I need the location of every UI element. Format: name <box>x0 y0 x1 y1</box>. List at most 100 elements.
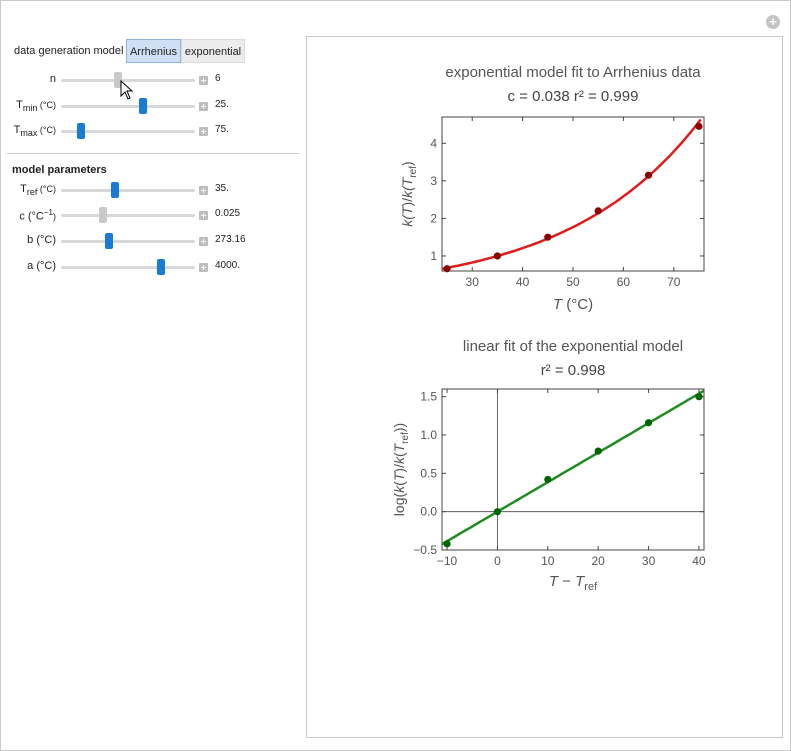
slider-label-n: n <box>10 73 56 85</box>
slider-track-a[interactable] <box>61 266 195 269</box>
x-axis-var: T <box>549 573 560 590</box>
y-tick-label: −0.5 <box>413 543 437 557</box>
tab-arrhenius[interactable]: Arrhenius <box>126 39 181 63</box>
slider-label-sub: ref <box>26 187 38 198</box>
slider-thumb-a[interactable] <box>156 259 165 275</box>
x-axis-sub: ref <box>584 581 598 593</box>
expand-tref-icon[interactable] <box>199 186 208 195</box>
x-tick-label: 60 <box>617 275 631 289</box>
slider-label-b: b (°C) <box>10 234 56 246</box>
y-axis-label-part: log( <box>391 493 407 517</box>
y-axis-label-part: k( <box>399 214 415 227</box>
add-icon[interactable]: + <box>766 15 780 29</box>
plot-frame <box>441 116 705 272</box>
data-point <box>443 540 451 548</box>
y-tick-label: 0.5 <box>420 466 437 480</box>
generation-model-label: data generation model <box>14 45 124 57</box>
y-axis-label-part: k( <box>399 185 415 198</box>
y-tick-label: 3 <box>430 174 437 188</box>
slider-track-n[interactable] <box>61 79 195 82</box>
x-tick-label: 40 <box>692 554 706 568</box>
y-tick-label: 1.5 <box>420 390 437 404</box>
data-point <box>544 475 552 484</box>
y-axis-label-part: T <box>399 176 415 186</box>
chart-subtitle: r² = 0.998 <box>541 362 606 379</box>
chart-linear-fit: linear fit of the exponential model r² = … <box>391 338 706 593</box>
divider <box>7 153 299 154</box>
slider-thumb-tmin[interactable] <box>139 98 148 114</box>
y-axis-label-part: T <box>391 471 407 481</box>
slider-track-c[interactable] <box>61 214 195 217</box>
slider-label-text: T <box>16 99 23 111</box>
x-axis-var: T <box>553 296 564 313</box>
slider-label-text: c (°C <box>19 210 44 223</box>
expand-tmax-icon[interactable] <box>199 127 208 136</box>
y-tick-label: 4 <box>430 136 437 150</box>
y-axis-label-part: ) <box>399 161 415 166</box>
mouse-cursor-icon <box>120 80 134 100</box>
slider-label-unit: (°C) <box>37 125 56 135</box>
slider-track-tref[interactable] <box>61 189 195 192</box>
expand-n-icon[interactable] <box>199 76 208 85</box>
slider-value-b: 273.16 <box>215 234 246 245</box>
data-point <box>443 265 451 273</box>
slider-value-tmax: 75. <box>215 124 229 135</box>
plot-panel: exponential model fit to Arrhenius data c… <box>306 36 783 738</box>
slider-label-c: c (°C−1) <box>10 208 56 223</box>
x-axis-label: T (°C) <box>553 296 593 313</box>
slider-label-tmax: Tmax (°C) <box>10 124 56 138</box>
x-axis-var2: T <box>575 573 586 590</box>
slider-track-tmin[interactable] <box>61 105 195 108</box>
slider-label-sub: max <box>20 128 38 139</box>
slider-value-c: 0.025 <box>215 208 241 219</box>
y-axis-label: log(k(T)/k(Tref)) <box>391 423 411 516</box>
slider-label-unit: ) <box>53 211 56 222</box>
data-point <box>695 122 703 130</box>
y-tick-label: 1.0 <box>420 428 437 442</box>
x-axis-unit: (°C) <box>562 296 593 313</box>
slider-label-sub: min <box>22 103 38 114</box>
y-axis-label-part: ref <box>408 166 419 178</box>
slider-label-sup: −1 <box>43 208 53 217</box>
slider-label-text: T <box>13 124 21 136</box>
expand-b-icon[interactable] <box>199 237 208 246</box>
chart-subtitle: c = 0.038 r² = 0.999 <box>508 88 639 105</box>
y-axis-label-part: k <box>391 456 407 464</box>
slider-thumb-b[interactable] <box>105 233 114 249</box>
slider-label-unit: (°C) <box>37 100 56 110</box>
y-tick-label: 1 <box>430 249 437 263</box>
data-point <box>493 252 502 260</box>
slider-label-tref: Tref (°C) <box>10 183 56 197</box>
slider-thumb-tref[interactable] <box>111 182 120 198</box>
y-axis-label-part: ref <box>400 432 411 444</box>
slider-thumb-tmax[interactable] <box>77 123 86 139</box>
data-point <box>493 508 502 516</box>
data-point <box>594 207 602 215</box>
y-axis-label-part: )/ <box>391 464 407 473</box>
slider-label-a: a (°C) <box>10 260 56 272</box>
x-axis-label: T − Tref <box>549 573 598 593</box>
slider-label-text: b (°C) <box>27 234 56 246</box>
x-tick-label: 10 <box>541 554 555 568</box>
expand-c-icon[interactable] <box>199 211 208 220</box>
slider-thumb-c[interactable] <box>98 207 107 223</box>
expand-tmin-icon[interactable] <box>199 102 208 111</box>
x-tick-label: 70 <box>667 275 681 289</box>
data-point <box>695 393 703 401</box>
y-tick-label: 0.0 <box>420 505 437 519</box>
y-axis-label-part: )) <box>391 423 407 432</box>
data-point <box>644 419 653 427</box>
model-parameters-heading: model parameters <box>12 164 107 176</box>
slider-track-b[interactable] <box>61 240 195 243</box>
chart-title: linear fit of the exponential model <box>463 338 683 355</box>
tab-exponential[interactable]: exponential <box>181 39 245 63</box>
slider-track-tmax[interactable] <box>61 130 195 133</box>
y-axis-label-part: ( <box>391 452 407 457</box>
x-tick-label: 50 <box>566 275 580 289</box>
expand-a-icon[interactable] <box>199 263 208 272</box>
chart-exponential-fit: exponential model fit to Arrhenius data c… <box>399 64 705 313</box>
slider-thumb-n[interactable] <box>113 72 122 88</box>
slider-label-unit: (°C) <box>37 184 56 194</box>
x-tick-label: 0 <box>494 554 501 568</box>
slider-value-tref: 35. <box>215 183 229 194</box>
